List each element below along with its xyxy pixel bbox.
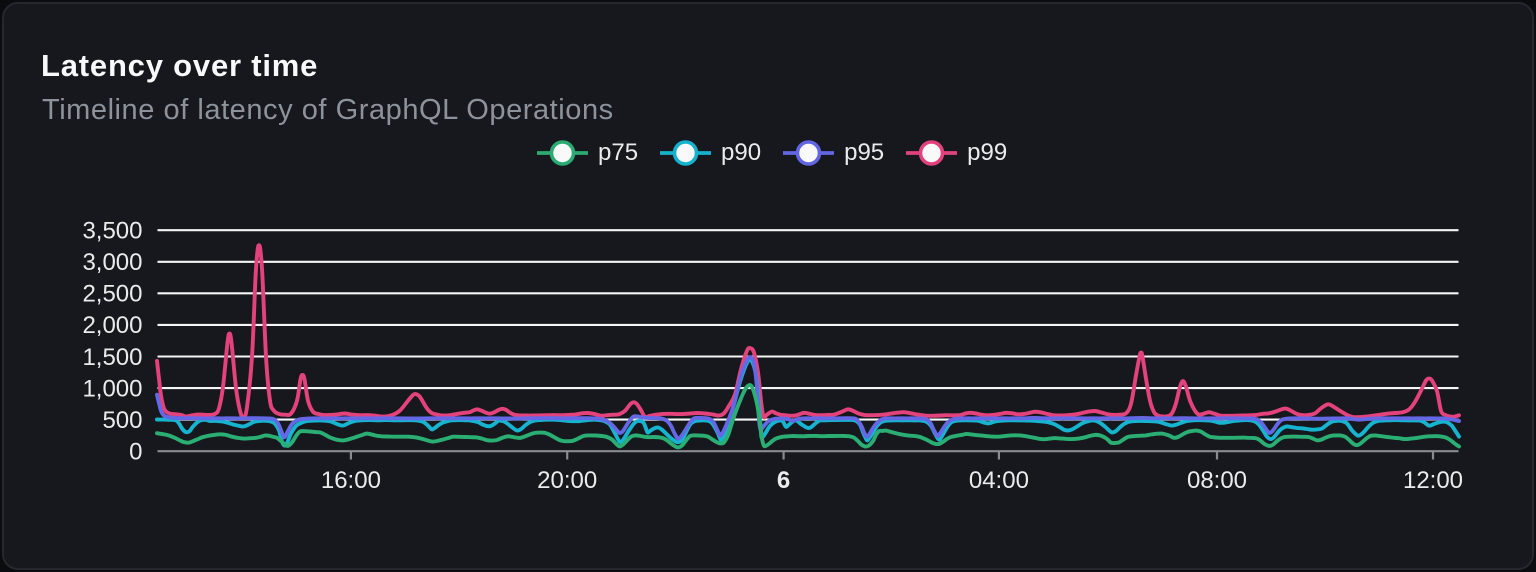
svg-text:16:00: 16:00 — [321, 467, 381, 494]
svg-text:1,000: 1,000 — [82, 375, 142, 402]
svg-text:20:00: 20:00 — [537, 467, 597, 494]
svg-text:3,000: 3,000 — [82, 249, 142, 276]
svg-text:0: 0 — [129, 439, 142, 466]
svg-text:2,500: 2,500 — [82, 281, 142, 308]
svg-text:1,500: 1,500 — [82, 344, 142, 371]
svg-text:6: 6 — [777, 467, 790, 494]
svg-text:12:00: 12:00 — [1403, 467, 1463, 494]
svg-text:04:00: 04:00 — [969, 467, 1029, 494]
svg-text:500: 500 — [102, 407, 142, 434]
svg-text:2,000: 2,000 — [82, 312, 142, 339]
svg-text:08:00: 08:00 — [1187, 467, 1247, 494]
svg-text:3,500: 3,500 — [82, 218, 142, 245]
